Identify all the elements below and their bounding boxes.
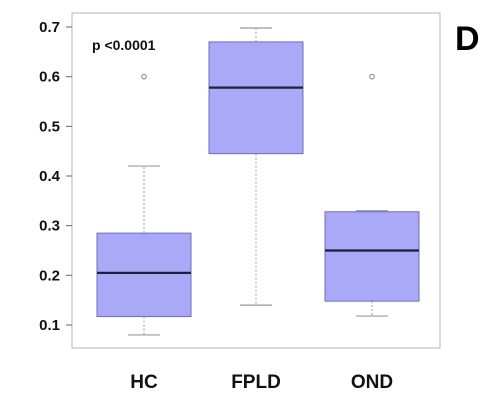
- box-fpld: [208, 27, 304, 306]
- outlier-point: [369, 73, 375, 80]
- y-tick-label: 0.7: [39, 19, 60, 36]
- x-category-label: HC: [130, 372, 158, 393]
- box-hc: [96, 73, 192, 336]
- box-series: [96, 27, 420, 336]
- x-category-label: FPLD: [231, 372, 281, 393]
- x-category-label: OND: [351, 372, 393, 393]
- iqr-box: [324, 211, 420, 302]
- x-axis: HC FPLD OND: [130, 372, 393, 393]
- y-tick-label: 0.4: [39, 168, 61, 185]
- outlier-point: [141, 73, 147, 80]
- y-tick-label: 0.1: [39, 317, 60, 334]
- iqr-box: [96, 232, 192, 318]
- box-ond: [324, 73, 420, 317]
- y-tick-label: 0.5: [39, 118, 60, 135]
- panel-letter: D: [455, 20, 480, 58]
- y-tick-label: 0.3: [39, 218, 60, 235]
- p-value-annotation: p <0.0001: [92, 37, 156, 53]
- y-axis: 0.1 0.2 0.3 0.4 0.5 0.6 0.7: [39, 19, 72, 334]
- iqr-box: [208, 41, 304, 155]
- y-tick-label: 0.6: [39, 69, 60, 86]
- y-tick-label: 0.2: [39, 267, 60, 284]
